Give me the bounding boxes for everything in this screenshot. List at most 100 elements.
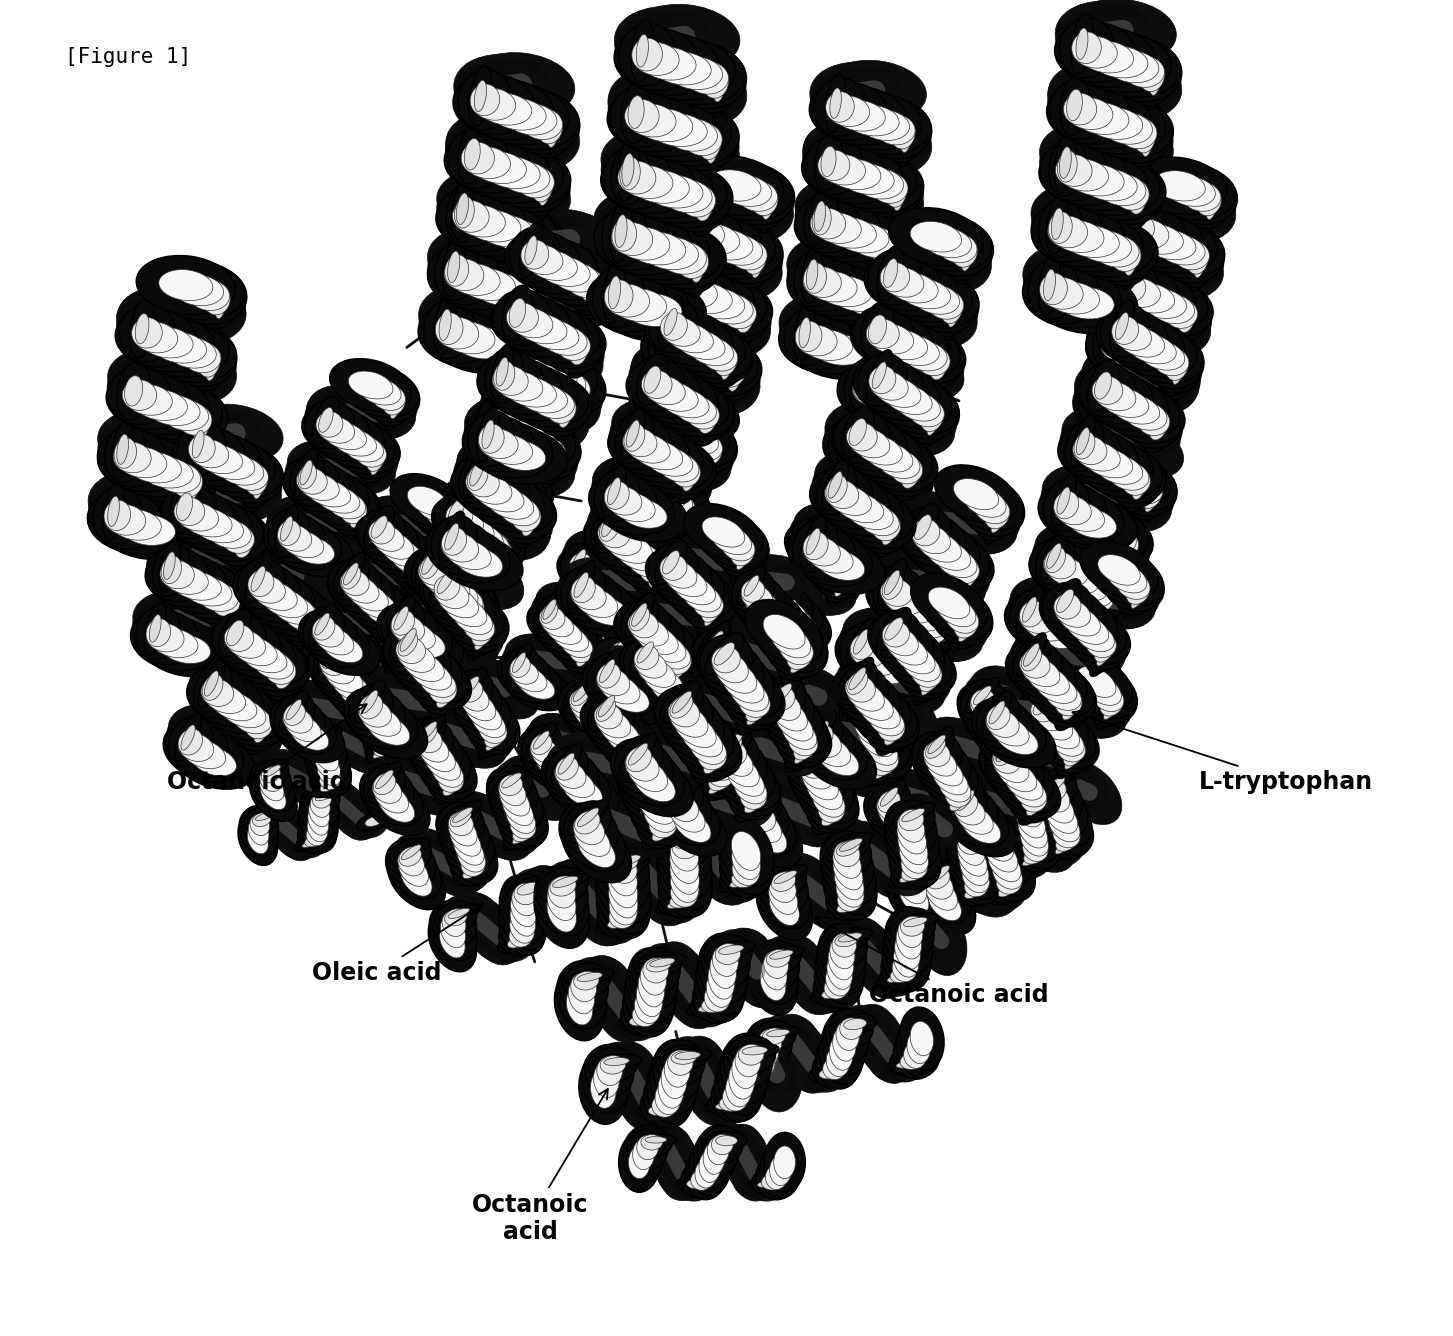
Ellipse shape [705,370,740,398]
Ellipse shape [981,808,1024,844]
Ellipse shape [1107,242,1206,302]
Ellipse shape [722,870,745,890]
Ellipse shape [112,421,134,478]
Ellipse shape [815,174,918,236]
Ellipse shape [1069,695,1103,723]
Ellipse shape [433,627,471,655]
Ellipse shape [459,680,482,703]
Ellipse shape [1097,370,1109,394]
Ellipse shape [719,1096,745,1112]
Ellipse shape [445,832,498,884]
Ellipse shape [559,329,596,386]
Ellipse shape [652,660,681,685]
Ellipse shape [1000,838,1048,880]
Ellipse shape [1051,203,1081,232]
Ellipse shape [715,943,741,965]
Ellipse shape [581,883,606,914]
Ellipse shape [623,76,647,142]
Ellipse shape [321,647,340,668]
Ellipse shape [1061,5,1113,69]
Ellipse shape [224,593,237,620]
Ellipse shape [353,574,395,619]
Ellipse shape [506,377,556,407]
Ellipse shape [445,596,487,627]
Ellipse shape [677,505,692,530]
Ellipse shape [782,641,819,683]
Ellipse shape [1123,192,1146,250]
Ellipse shape [962,787,985,808]
Ellipse shape [583,599,612,621]
Ellipse shape [988,850,1021,882]
Ellipse shape [538,880,561,908]
Ellipse shape [1033,831,1061,858]
Ellipse shape [652,395,703,426]
Ellipse shape [626,747,651,772]
Ellipse shape [840,720,878,748]
Ellipse shape [885,257,897,283]
Ellipse shape [657,830,712,899]
Ellipse shape [458,892,507,954]
Ellipse shape [802,246,822,303]
Ellipse shape [898,848,946,888]
Ellipse shape [551,728,581,754]
Ellipse shape [731,541,754,566]
Ellipse shape [912,860,965,911]
Ellipse shape [1052,208,1064,239]
Ellipse shape [1123,298,1210,358]
Ellipse shape [657,411,737,468]
Ellipse shape [126,373,138,401]
Ellipse shape [663,1142,683,1170]
Ellipse shape [651,731,728,795]
Ellipse shape [886,859,939,916]
Ellipse shape [610,84,674,147]
Ellipse shape [766,937,814,975]
Ellipse shape [1103,112,1152,144]
Ellipse shape [248,458,270,512]
Ellipse shape [1055,599,1091,628]
Ellipse shape [828,159,881,190]
Ellipse shape [171,570,221,600]
Ellipse shape [928,735,946,754]
Ellipse shape [587,904,639,941]
Ellipse shape [122,514,176,545]
Ellipse shape [918,915,940,939]
Ellipse shape [875,383,952,441]
Ellipse shape [391,687,429,715]
Ellipse shape [722,347,748,405]
Ellipse shape [960,482,1024,536]
Ellipse shape [1053,564,1098,593]
Ellipse shape [632,183,732,250]
Ellipse shape [507,303,539,333]
Ellipse shape [519,287,533,318]
Ellipse shape [453,668,487,704]
Ellipse shape [927,290,963,319]
Ellipse shape [1061,584,1081,607]
Ellipse shape [1023,826,1052,855]
Ellipse shape [764,623,828,677]
Ellipse shape [853,679,911,733]
Ellipse shape [402,628,445,657]
Ellipse shape [959,620,976,641]
Ellipse shape [241,643,286,673]
Ellipse shape [833,707,907,767]
Ellipse shape [1119,589,1142,613]
Ellipse shape [989,756,1059,814]
Ellipse shape [812,334,867,365]
Ellipse shape [988,731,1021,771]
Ellipse shape [897,512,966,566]
Ellipse shape [788,524,856,578]
Ellipse shape [328,784,371,838]
Ellipse shape [876,357,911,382]
Ellipse shape [856,168,904,199]
Ellipse shape [958,562,978,588]
Ellipse shape [432,574,498,627]
Ellipse shape [622,154,634,186]
Ellipse shape [1109,318,1148,345]
Ellipse shape [695,1079,745,1124]
Ellipse shape [1069,663,1138,719]
Ellipse shape [888,800,936,840]
Ellipse shape [889,864,912,886]
Ellipse shape [1104,422,1149,449]
Ellipse shape [1100,246,1167,305]
Ellipse shape [632,814,680,858]
